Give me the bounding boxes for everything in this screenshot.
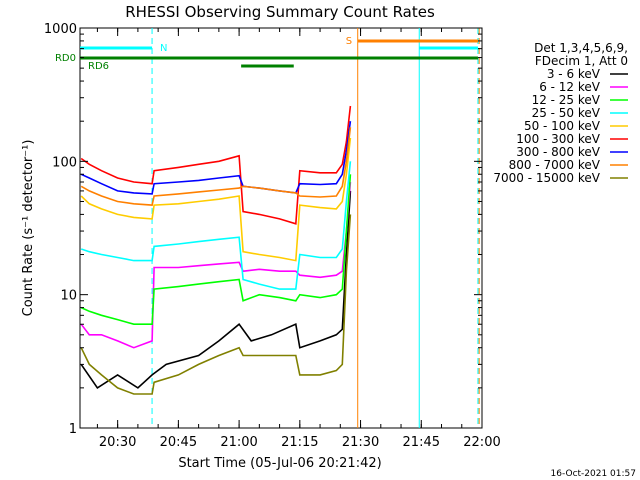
x-tick-label-1: 20:45 xyxy=(160,435,197,450)
legend-label-6: 300 - 800 keV xyxy=(516,145,600,159)
legend-label-2: 12 - 25 keV xyxy=(532,93,601,107)
series-line-3 xyxy=(80,161,352,290)
plot-frame xyxy=(79,27,483,429)
y-axis-label: Count Rate (s⁻¹ detector⁻¹) xyxy=(21,140,36,317)
legend-label-5: 100 - 300 keV xyxy=(516,132,600,146)
footer-date: 16-Oct-2021 01:57 xyxy=(551,469,636,479)
flag-label-3: RD6 xyxy=(88,61,109,72)
series-line-1 xyxy=(80,181,352,349)
y-tick-label-1: 10 xyxy=(60,289,77,304)
x-tick-label-6: 22:00 xyxy=(463,435,500,450)
legend-label-4: 50 - 100 keV xyxy=(524,119,601,133)
x-tick-label-5: 21:45 xyxy=(403,435,440,450)
flag-label-6: S xyxy=(346,36,352,47)
x-tick-label-4: 21:30 xyxy=(342,435,379,450)
series-line-8 xyxy=(80,214,352,395)
legend-header-0: Det 1,3,4,5,6,9, xyxy=(534,41,628,55)
series-line-4 xyxy=(80,137,352,262)
legend-header-1: FDecim 1, Att 0 xyxy=(535,54,628,68)
legend-label-7: 800 - 7000 keV xyxy=(509,158,601,172)
chart-title: RHESSI Observing Summary Count Rates xyxy=(125,3,435,21)
data-series xyxy=(80,105,352,395)
x-tick-label-2: 21:00 xyxy=(220,435,257,450)
axes: 20:30 20:45 21:00 21:15 21:30 21:45 22:00 1 10 10… xyxy=(44,22,501,450)
x-tick-label-0: 20:30 xyxy=(99,435,136,450)
legend-label-3: 25 - 50 keV xyxy=(532,106,601,120)
legend-label-0: 3 - 6 keV xyxy=(547,67,601,81)
legend-label-1: 6 - 12 keV xyxy=(539,80,601,94)
flag-bars: N RD0 RD6 S xyxy=(55,36,478,72)
series-line-2 xyxy=(80,174,352,326)
event-markers xyxy=(151,28,480,428)
x-tick-label-3: 21:15 xyxy=(281,435,318,450)
series-line-6 xyxy=(80,121,352,195)
series-line-0 xyxy=(80,190,352,389)
y-tick-label-3: 1000 xyxy=(44,22,77,37)
flag-label-2: RD0 xyxy=(55,53,76,64)
y-tick-label-0: 1 xyxy=(69,422,77,437)
y-tick-label-2: 100 xyxy=(52,155,77,170)
legend: Det 1,3,4,5,6,9,FDecim 1, Att 03 - 6 keV… xyxy=(493,41,628,185)
series-line-5 xyxy=(80,105,352,225)
legend-label-8: 7000 - 15000 keV xyxy=(493,171,600,185)
series-line-7 xyxy=(80,127,352,206)
x-axis-label: Start Time (05-Jul-06 20:21:42) xyxy=(178,456,381,471)
flag-label-0: N xyxy=(160,43,167,54)
